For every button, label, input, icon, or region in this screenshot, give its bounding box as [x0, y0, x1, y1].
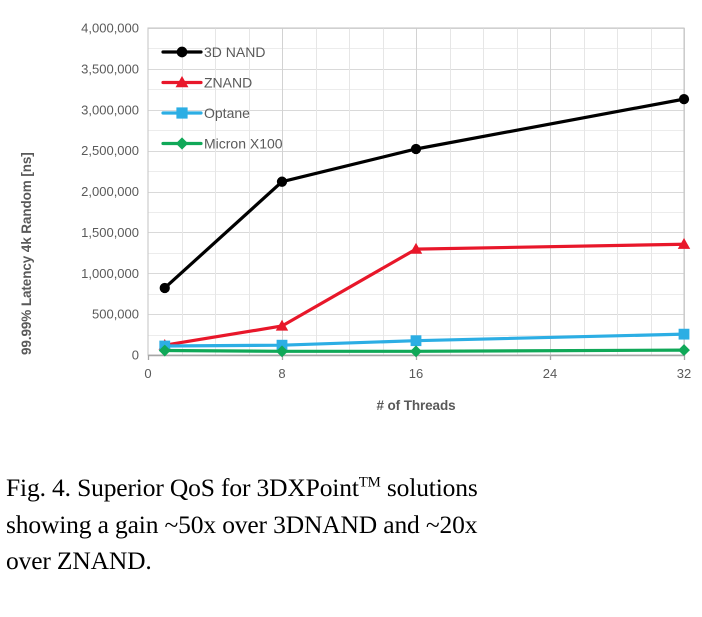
vertical-gridlines	[182, 28, 685, 355]
legend-label: 3D NAND	[204, 44, 265, 60]
x-tick-label: 0	[144, 366, 151, 381]
y-tick-label: 2,500,000	[81, 143, 139, 158]
legend-item-micron-x100[interactable]: Micron X100	[161, 136, 283, 152]
y-axis-title: 99.99% Latency 4k Random [ns]	[19, 152, 34, 355]
legend-label: Micron X100	[204, 136, 283, 152]
data-point-marker	[276, 345, 288, 358]
x-tick-label: 24	[543, 366, 557, 381]
y-tick-label: 0	[132, 348, 139, 363]
latency-vs-threads-line-chart: 0 500,000 1,000,000 1,500,000 2,000,000 2,500…	[19, 21, 691, 414]
caption-line-1-text-b: solutions	[380, 473, 478, 502]
y-tick-label: 500,000	[92, 307, 139, 322]
legend-label: Optane	[204, 105, 250, 121]
y-tick-label: 1,000,000	[81, 266, 139, 281]
chart-legend: 3D NAND ZNAND Optane Micron X100	[161, 44, 283, 152]
legend-item-3d-nand[interactable]: 3D NAND	[161, 44, 265, 60]
data-point-marker	[677, 238, 691, 249]
data-point-marker	[276, 176, 288, 187]
data-point-marker	[678, 344, 690, 357]
legend-label: ZNAND	[204, 75, 252, 91]
trademark-superscript: TM	[358, 474, 381, 491]
series-micron-x100	[158, 344, 690, 358]
legend-marker-icon	[176, 107, 188, 119]
x-tick-label: 8	[278, 366, 285, 381]
figure-caption: Fig. 4. Superior QoS for 3DXPointTM solu…	[6, 470, 698, 580]
data-point-marker	[276, 339, 288, 351]
y-axis-tick-labels: 0 500,000 1,000,000 1,500,000 2,000,000 2,500…	[81, 21, 139, 363]
y-tick-label: 2,000,000	[81, 184, 139, 199]
y-tick-label: 3,000,000	[81, 102, 139, 117]
x-axis-tick-labels: 0 8 16 24 32	[144, 366, 691, 381]
caption-line-1-text-a: Fig. 4. Superior QoS for 3DXPoint	[6, 473, 359, 502]
data-point-marker	[409, 242, 423, 254]
y-tick-label: 3,500,000	[81, 61, 139, 76]
x-axis-title: # of Threads	[376, 398, 455, 413]
legend-marker-icon	[176, 46, 188, 58]
data-point-marker	[678, 93, 690, 105]
data-point-marker	[159, 282, 170, 294]
data-point-marker	[158, 344, 171, 357]
y-tick-label: 1,500,000	[81, 225, 139, 240]
data-series-group	[158, 93, 691, 358]
legend-item-znand[interactable]: ZNAND	[161, 75, 252, 91]
caption-line-3: over ZNAND.	[6, 546, 152, 576]
data-point-marker	[678, 328, 690, 340]
data-point-marker	[410, 345, 422, 358]
caption-line-1: Fig. 4. Superior QoS for 3DXPointTM solu…	[6, 470, 698, 507]
x-tick-label: 32	[677, 366, 691, 381]
series-3d-nand	[159, 93, 690, 294]
legend-marker-icon	[175, 137, 189, 150]
data-point-marker	[410, 335, 422, 347]
data-point-marker	[275, 319, 289, 331]
x-tick-label: 16	[409, 366, 423, 381]
caption-line-2: showing a gain ~50x over 3DNAND and ~20x	[6, 509, 478, 539]
figure-container: 0 500,000 1,000,000 1,500,000 2,000,000 2,500…	[19, 21, 691, 414]
legend-marker-icon	[175, 76, 189, 88]
data-point-marker	[410, 143, 422, 155]
y-tick-label: 4,000,000	[81, 21, 139, 36]
legend-item-optane[interactable]: Optane	[161, 105, 250, 121]
